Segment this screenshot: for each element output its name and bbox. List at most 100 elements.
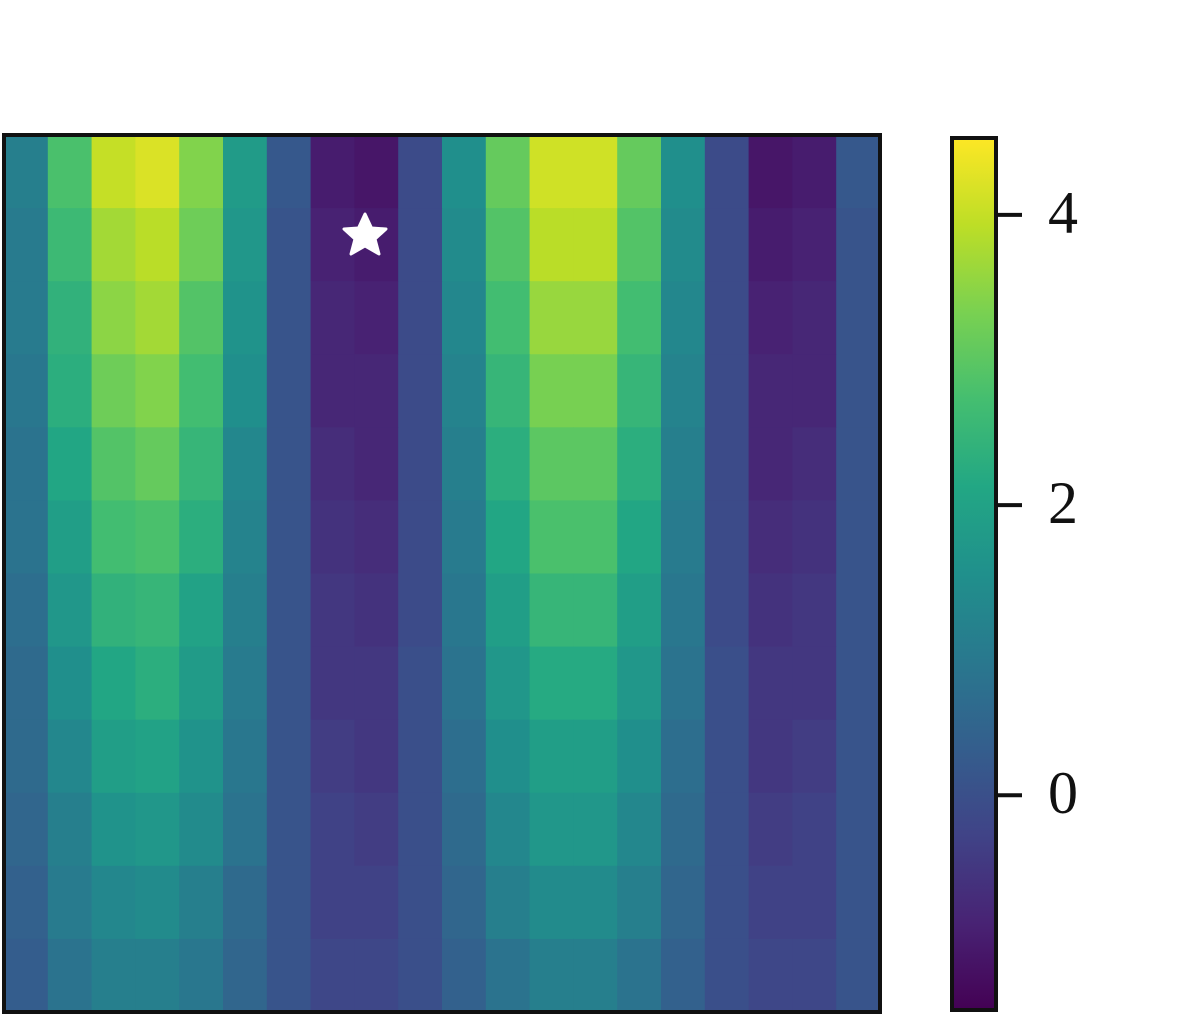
- heatmap-cell: [266, 135, 312, 209]
- heatmap-cell: [485, 719, 531, 794]
- heatmap-cell: [573, 208, 618, 282]
- heatmap-cell: [354, 646, 399, 721]
- heatmap-cell: [135, 646, 180, 721]
- heatmap-cell: [47, 208, 93, 282]
- heatmap-cell: [485, 573, 531, 648]
- heatmap-cell: [223, 646, 268, 721]
- heatmap-cell: [223, 500, 268, 575]
- heatmap-cell: [135, 135, 180, 209]
- heatmap-cell: [617, 500, 662, 575]
- heatmap-cell: [617, 646, 662, 721]
- heatmap-cell: [442, 500, 487, 575]
- heatmap-cell: [398, 938, 443, 1013]
- heatmap-cell: [748, 135, 793, 209]
- heatmap-cell: [617, 208, 662, 282]
- heatmap-cell: [223, 427, 268, 502]
- heatmap-cell: [485, 208, 531, 282]
- heatmap-cell: [573, 573, 618, 648]
- heatmap-cell: [179, 865, 224, 940]
- heatmap-cell: [266, 646, 312, 721]
- heatmap-cell: [135, 719, 180, 794]
- heatmap-cell: [135, 938, 180, 1013]
- heatmap-cell: [179, 427, 224, 502]
- heatmap-cell: [704, 646, 750, 721]
- heatmap-cell: [223, 719, 268, 794]
- heatmap-cell: [529, 719, 574, 794]
- heatmap-cell: [398, 719, 443, 794]
- heatmap-cell: [310, 208, 355, 282]
- heatmap-cell: [573, 938, 618, 1013]
- heatmap-cell: [4, 938, 49, 1013]
- heatmap-cell: [442, 792, 487, 867]
- heatmap-cell: [442, 208, 487, 282]
- heatmap-cell: [617, 865, 662, 940]
- heatmap-cell: [398, 500, 443, 575]
- heatmap-cell: [310, 427, 355, 502]
- heatmap-cell: [661, 573, 706, 648]
- heatmap-cell: [748, 719, 793, 794]
- heatmap-cell: [748, 354, 793, 428]
- heatmap-cell: [748, 427, 793, 502]
- heatmap-cell: [836, 719, 881, 794]
- heatmap-cell: [354, 135, 399, 209]
- heatmap-cell: [398, 792, 443, 867]
- heatmap-cell: [398, 281, 443, 355]
- heatmap-cell: [179, 792, 224, 867]
- heatmap-cell: [836, 500, 881, 575]
- heatmap-cell: [485, 646, 531, 721]
- heatmap-cell: [792, 427, 837, 502]
- heatmap-cell: [704, 865, 750, 940]
- heatmap-cell: [792, 354, 837, 428]
- heatmap-cell: [748, 573, 793, 648]
- heatmap-cell: [704, 208, 750, 282]
- heatmap-cell: [792, 208, 837, 282]
- heatmap-cell: [442, 938, 487, 1013]
- heatmap-cells: [4, 135, 881, 1013]
- heatmap-cell: [4, 573, 49, 648]
- heatmap-cell: [4, 792, 49, 867]
- heatmap-cell: [91, 938, 136, 1013]
- heatmap-cell: [792, 865, 837, 940]
- heatmap-cell: [310, 573, 355, 648]
- heatmap-cell: [485, 354, 531, 428]
- heatmap-cell: [836, 938, 881, 1013]
- heatmap-cell: [223, 573, 268, 648]
- heatmap-cell: [179, 500, 224, 575]
- heatmap-cell: [354, 938, 399, 1013]
- heatmap-cell: [354, 427, 399, 502]
- colorbar: [952, 138, 996, 1010]
- heatmap-cell: [4, 427, 49, 502]
- heatmap-cell: [529, 208, 574, 282]
- heatmap-cell: [4, 646, 49, 721]
- heatmap-cell: [792, 135, 837, 209]
- heatmap-cell: [836, 354, 881, 428]
- heatmap-cell: [704, 281, 750, 355]
- heatmap-cell: [573, 646, 618, 721]
- heatmap-cell: [91, 354, 136, 428]
- heatmap-cell: [91, 427, 136, 502]
- heatmap-cell: [398, 573, 443, 648]
- heatmap-cell: [442, 427, 487, 502]
- heatmap-cell: [661, 208, 706, 282]
- heatmap-cell: [529, 865, 574, 940]
- heatmap-cell: [223, 281, 268, 355]
- heatmap-cell: [91, 792, 136, 867]
- heatmap-cell: [354, 281, 399, 355]
- heatmap-cell: [91, 573, 136, 648]
- heatmap-cell: [179, 719, 224, 794]
- heatmap-cell: [135, 281, 180, 355]
- heatmap-cell: [398, 646, 443, 721]
- heatmap-cell: [266, 354, 312, 428]
- heatmap-cell: [91, 208, 136, 282]
- heatmap-cell: [661, 792, 706, 867]
- heatmap-cell: [223, 938, 268, 1013]
- heatmap-cell: [266, 573, 312, 648]
- heatmap-cell: [179, 135, 224, 209]
- heatmap-cell: [661, 500, 706, 575]
- heatmap-cell: [179, 938, 224, 1013]
- heatmap-cell: [310, 135, 355, 209]
- heatmap-cell: [179, 354, 224, 428]
- heatmap-cell: [573, 135, 618, 209]
- heatmap-cell: [223, 208, 268, 282]
- heatmap-cell: [135, 865, 180, 940]
